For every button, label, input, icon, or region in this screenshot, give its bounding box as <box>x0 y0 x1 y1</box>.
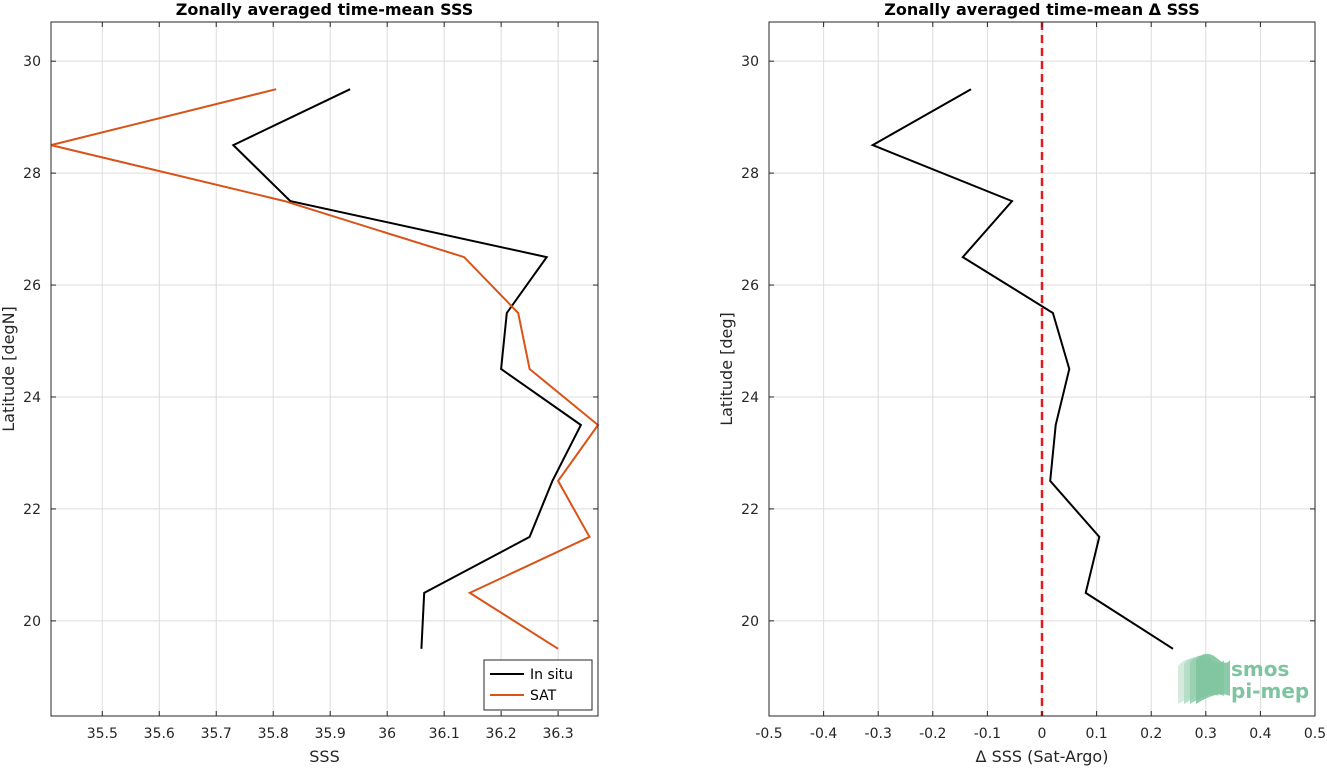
y-tick-label: 26 <box>741 278 759 294</box>
x-tick-label: -0.3 <box>865 726 892 742</box>
y-tick-label: 20 <box>741 614 759 630</box>
legend-label-in-situ: In situ <box>530 667 573 683</box>
legend-label-sat: SAT <box>530 688 557 704</box>
y-tick-label: 22 <box>23 502 41 518</box>
logo-text-smos: smos <box>1231 657 1289 681</box>
y-axis-label-sss: Latitude [degN] <box>0 306 18 432</box>
series-line-sat <box>50 88 600 650</box>
series-sss <box>50 88 600 650</box>
x-ticks-delta-sss: -0.5 -0.4 -0.3 -0.2 -0.1 0 0.1 0.2 0.3 0.4 0.5 <box>755 22 1326 742</box>
x-tick-label: 35.9 <box>315 726 346 742</box>
x-tick-label: 36.1 <box>429 726 460 742</box>
x-tick-label: 35.6 <box>144 726 175 742</box>
series-line-delta-sss <box>870 88 1174 650</box>
x-tick-label: -0.4 <box>810 726 837 742</box>
y-tick-label: 28 <box>23 166 41 182</box>
axes-border-sss <box>50 21 599 717</box>
series-line-in-situ <box>231 88 583 649</box>
y-tick-label: 20 <box>23 614 41 630</box>
x-tick-label: 0.4 <box>1249 726 1271 742</box>
x-tick-label: 36 <box>378 726 396 742</box>
y-tick-label: 24 <box>741 390 759 406</box>
smos-pi-mep-logo: smos pi-mep <box>1178 653 1309 704</box>
plot-area-sss <box>51 22 598 716</box>
x-tick-label: 0.2 <box>1140 726 1162 742</box>
x-axis-label-delta-sss: Δ SSS (Sat-Argo) <box>976 747 1109 766</box>
x-tick-label: 35.7 <box>201 726 232 742</box>
y-ticks-delta-sss: 20 22 24 26 28 30 <box>741 54 1315 630</box>
y-tick-label: 28 <box>741 166 759 182</box>
x-tick-label: 0.1 <box>1085 726 1107 742</box>
x-tick-label: 36.2 <box>486 726 517 742</box>
x-tick-label: 35.8 <box>258 726 289 742</box>
y-tick-label: 22 <box>741 502 759 518</box>
x-tick-label: 0.3 <box>1195 726 1217 742</box>
x-tick-label: 35.5 <box>87 726 118 742</box>
logo-text-pi-mep: pi-mep <box>1231 679 1309 703</box>
y-tick-label: 30 <box>741 54 759 70</box>
series-delta-sss <box>870 88 1174 650</box>
y-tick-label: 30 <box>23 54 41 70</box>
x-tick-label: -0.2 <box>919 726 946 742</box>
y-tick-label: 24 <box>23 390 41 406</box>
chart-sss: 35.5 35.6 35.7 35.8 35.9 36 36.1 36.2 36.3 20222… <box>0 0 600 766</box>
y-ticks-sss: 20 22 24 26 28 30 <box>23 54 598 630</box>
y-axis-label-delta-sss: Latitude [deg] <box>717 312 736 426</box>
x-ticks-sss: 35.5 35.6 35.7 35.8 35.9 36 36.1 36.2 36.3 <box>87 22 574 742</box>
x-axis-label-sss: SSS <box>309 747 339 766</box>
x-tick-label: 36.3 <box>543 726 574 742</box>
x-tick-label: -0.5 <box>755 726 782 742</box>
grid-sss <box>51 22 598 716</box>
legend: In situ SAT <box>483 659 593 711</box>
legend-box <box>483 659 593 711</box>
y-tick-label: 26 <box>23 278 41 294</box>
x-tick-label: 0 <box>1038 726 1047 742</box>
chart-title-delta-sss: Zonally averaged time-mean Δ SSS <box>884 0 1200 19</box>
chart-delta-sss: smos pi-mep -0.5 -0.4 -0.3 -0.2 -0.1 0 0.1 0.2 0… <box>717 0 1326 766</box>
logo-wave-shape <box>1196 653 1230 704</box>
chart-title-sss: Zonally averaged time-mean SSS <box>176 0 474 19</box>
waves-logo-icon <box>1178 653 1230 704</box>
x-tick-label: -0.1 <box>974 726 1001 742</box>
x-tick-label: 0.5 <box>1304 726 1326 742</box>
